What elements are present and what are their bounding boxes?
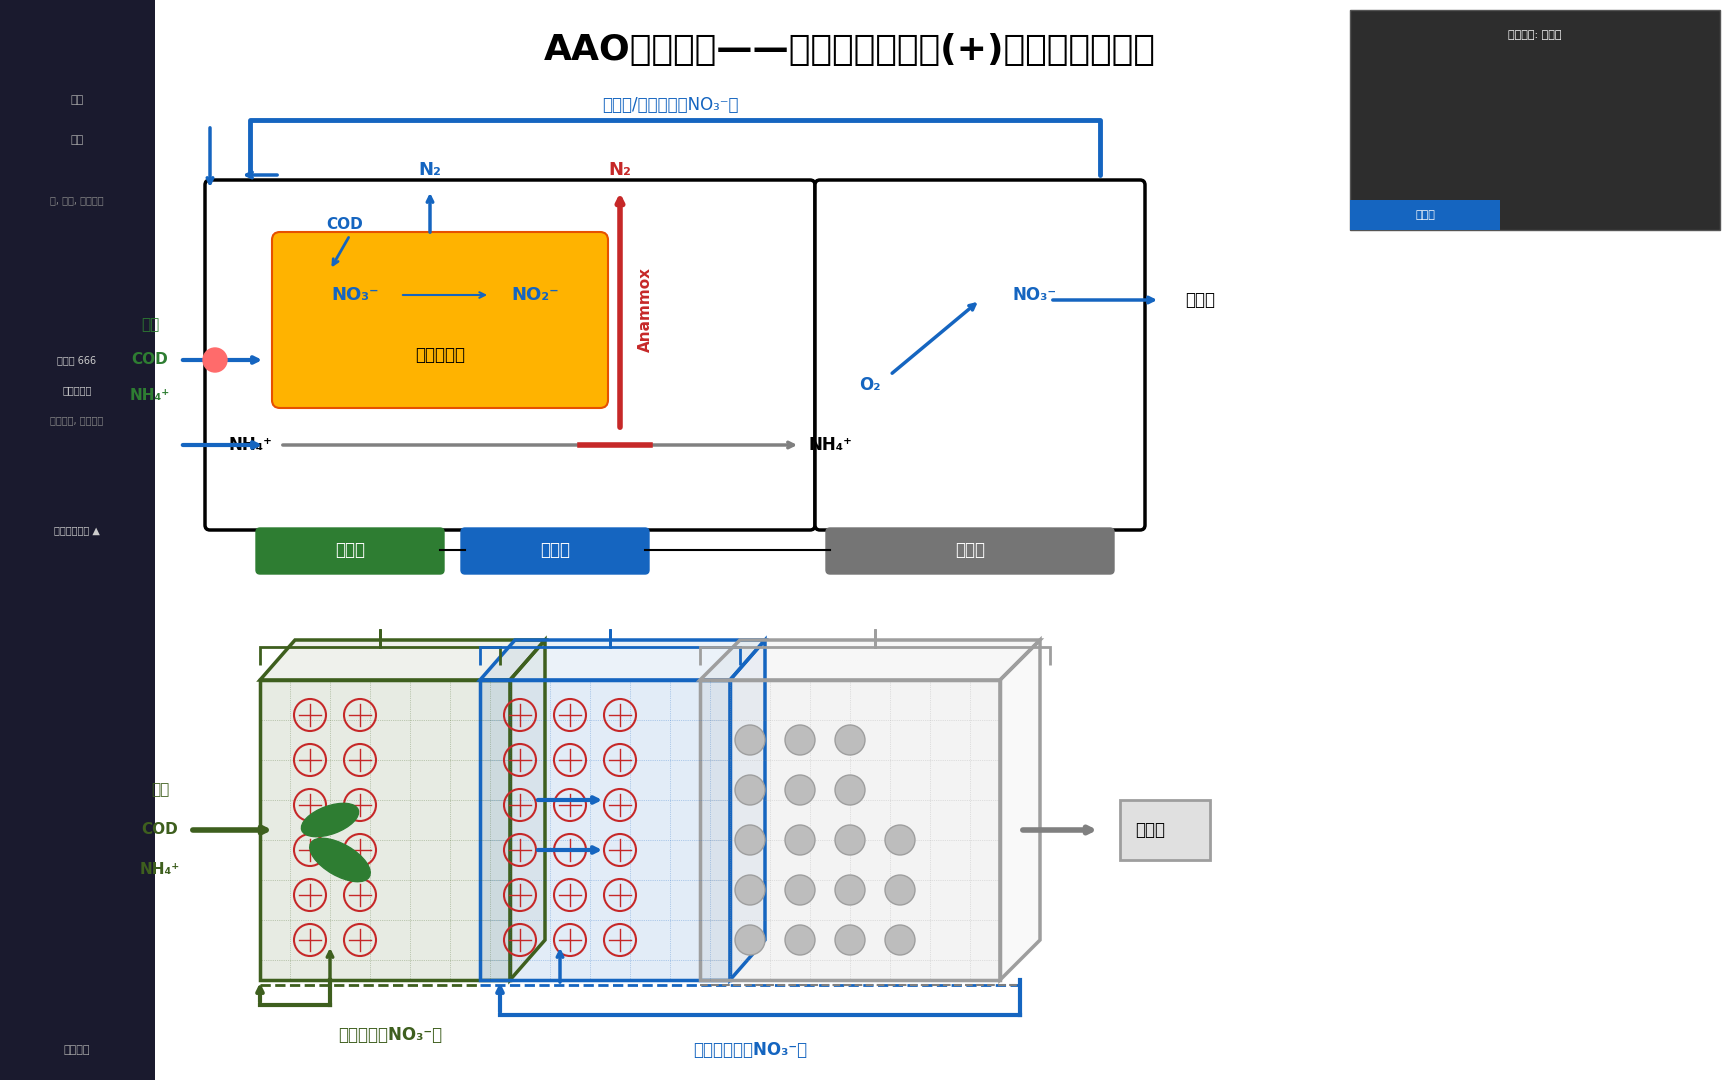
Text: 厌氧区: 厌氧区 [335,541,365,559]
Text: NO₃⁻: NO₃⁻ [332,286,378,303]
Circle shape [785,775,816,805]
Circle shape [785,725,816,755]
Text: 好氧区: 好氧区 [956,541,985,559]
Circle shape [835,825,866,855]
Text: 硝化液/污泥回流（NO₃⁻）: 硝化液/污泥回流（NO₃⁻） [601,96,738,114]
Polygon shape [700,680,1001,980]
Circle shape [734,725,766,755]
Circle shape [885,875,916,905]
Circle shape [835,875,866,905]
FancyBboxPatch shape [206,180,816,530]
Circle shape [734,924,766,955]
Text: 乙提问题, 机会难得: 乙提问题, 机会难得 [50,415,104,426]
Text: O₂: O₂ [859,376,881,394]
Text: 正在讲述: 彭永臻: 正在讲述: 彭永臻 [1509,30,1562,40]
Text: 彭永臻: 彭永臻 [1415,210,1434,220]
Polygon shape [1001,640,1040,980]
Text: 硝化液回流（NO₃⁻）: 硝化液回流（NO₃⁻） [693,1041,807,1059]
Text: NO₂⁻: NO₂⁻ [511,286,558,303]
Bar [1350,10,1719,230]
Text: 短程反硝化: 短程反硝化 [415,346,465,364]
Circle shape [202,348,226,372]
Text: 缺氧区: 缺氧区 [539,541,570,559]
Circle shape [835,775,866,805]
Text: COD: COD [131,352,168,367]
Circle shape [734,775,766,805]
Text: 工程有限公司 ▲: 工程有限公司 ▲ [54,525,100,535]
Polygon shape [259,640,544,680]
Text: 日, 怡当, 被砍入里: 日, 怡当, 被砍入里 [50,195,104,205]
FancyBboxPatch shape [816,180,1146,530]
Circle shape [734,875,766,905]
Text: 聊天: 聊天 [71,135,83,145]
Text: 原水: 原水 [150,783,169,797]
Text: AAO工艺过程——短程反硝化耦合(+)部分厌氧氨氧化: AAO工艺过程——短程反硝化耦合(+)部分厌氧氨氧化 [544,33,1156,67]
Circle shape [835,725,866,755]
Ellipse shape [301,804,359,837]
Ellipse shape [309,838,370,881]
Text: N₂: N₂ [608,161,631,179]
Circle shape [734,825,766,855]
Text: 工大学 666: 工大学 666 [57,355,97,365]
FancyBboxPatch shape [826,528,1115,573]
Circle shape [835,924,866,955]
Polygon shape [700,640,1040,680]
Circle shape [885,924,916,955]
Bar [1120,800,1210,860]
Circle shape [785,924,816,955]
Text: 终于听懂了: 终于听懂了 [62,384,92,395]
Text: NH₄⁺: NH₄⁺ [140,863,180,877]
FancyBboxPatch shape [256,528,444,573]
Text: 屏幕共享: 屏幕共享 [64,1045,90,1055]
Text: 原水: 原水 [142,318,159,333]
Polygon shape [510,640,544,980]
Bar [1350,200,1500,230]
Circle shape [785,825,816,855]
FancyBboxPatch shape [461,528,650,573]
Polygon shape [729,640,766,980]
Text: 污泥回流（NO₃⁻）: 污泥回流（NO₃⁻） [339,1026,442,1044]
Text: 沉淀池: 沉淀池 [1185,291,1215,309]
Polygon shape [480,640,766,680]
Text: 沉淀池: 沉淀池 [1135,821,1165,839]
Bar [0,0,156,1080]
Polygon shape [480,680,729,980]
Circle shape [885,825,916,855]
Text: Anammox: Anammox [638,268,653,352]
Circle shape [785,875,816,905]
FancyBboxPatch shape [271,232,608,408]
Text: 实况: 实况 [71,95,83,105]
Text: COD: COD [142,823,178,837]
Text: NH₄⁺: NH₄⁺ [228,436,271,454]
Text: NH₄⁺: NH₄⁺ [809,436,852,454]
Text: NO₃⁻: NO₃⁻ [1013,286,1058,303]
Text: NH₄⁺: NH₄⁺ [130,388,169,403]
Polygon shape [259,680,510,980]
Text: COD: COD [327,217,363,232]
Text: N₂: N₂ [418,161,441,179]
